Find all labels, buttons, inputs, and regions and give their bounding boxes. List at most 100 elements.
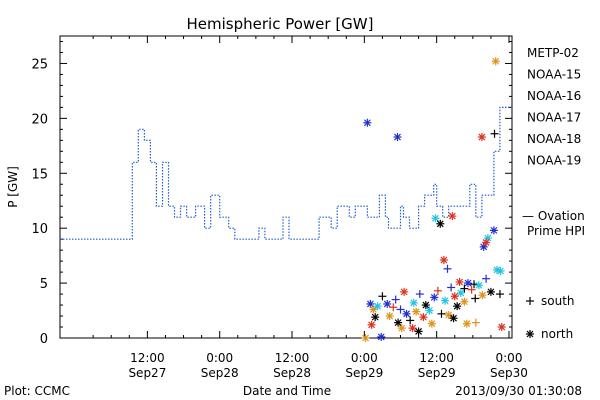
data-point-south	[396, 305, 405, 314]
data-point-north	[361, 334, 370, 342]
data-point-north	[455, 277, 464, 286]
marker-legend-symbol	[526, 297, 534, 305]
data-point-north	[477, 133, 486, 142]
x-tick-time: 12:00	[275, 351, 310, 365]
marker-legend-label: north	[541, 327, 573, 341]
y-axis-label: P [GW]	[6, 166, 20, 208]
data-point-north	[377, 332, 386, 341]
data-point-north	[393, 133, 402, 142]
x-tick-time: 12:00	[419, 351, 454, 365]
data-point-north	[497, 323, 506, 332]
x-tick-date: Sep29	[418, 366, 456, 380]
data-point-north	[496, 267, 505, 276]
data-point-south	[415, 290, 424, 299]
data-point-south	[490, 129, 499, 138]
data-point-south	[482, 274, 491, 283]
legend-entry: NOAA-19	[527, 154, 581, 168]
x-tick-time: 0:00	[351, 351, 378, 365]
plot-credit: Plot: CCMC	[4, 384, 70, 398]
y-tick-label: 15	[31, 167, 48, 182]
data-point-south	[471, 294, 480, 303]
data-point-north	[460, 297, 469, 306]
data-point-north	[449, 314, 458, 323]
data-point-north	[478, 291, 487, 300]
y-tick-label: 10	[31, 222, 48, 237]
data-point-south	[443, 264, 452, 273]
data-point-north	[371, 313, 380, 322]
data-point-north	[462, 319, 471, 328]
data-point-south	[433, 286, 442, 295]
plot-area	[59, 35, 513, 339]
ovation-legend-line2: Prime HPI	[527, 224, 585, 238]
data-point-north	[425, 306, 434, 315]
data-point-north	[383, 299, 392, 308]
data-point-north	[414, 327, 423, 336]
data-point-north	[427, 319, 436, 328]
data-point-south	[447, 283, 456, 292]
data-point-north	[412, 307, 421, 316]
data-point-north	[369, 305, 378, 314]
y-tick-label: 25	[31, 57, 48, 72]
x-axis: 12:00Sep270:00Sep2812:00Sep280:00Sep2912…	[92, 36, 528, 380]
data-point-north	[453, 302, 462, 311]
data-point-north	[385, 312, 394, 321]
data-point-south	[406, 316, 415, 325]
x-tick-date: Sep28	[201, 366, 239, 380]
y-tick-label: 5	[40, 277, 48, 292]
data-point-south	[470, 280, 479, 289]
legend-entry: METP-02	[527, 46, 579, 60]
data-point-north	[489, 226, 498, 235]
data-point-north	[419, 313, 428, 322]
data-point-north	[373, 302, 382, 311]
data-point-south	[391, 295, 400, 304]
data-point-north	[409, 298, 418, 307]
legend-entry: NOAA-17	[527, 111, 581, 125]
data-point-north	[421, 301, 430, 310]
data-point-north	[491, 57, 500, 66]
y-axis: 0 5 10 15 20 25	[31, 40, 512, 347]
data-point-north	[430, 293, 439, 302]
data-point-north	[474, 281, 483, 290]
marker-legend: south north	[526, 294, 575, 341]
data-point-north	[486, 287, 495, 296]
chart-title: Hemispheric Power [GW]	[187, 15, 374, 33]
plot-frame	[59, 35, 513, 339]
ovation-legend-line1: — Ovation	[522, 209, 585, 223]
data-point-north	[456, 288, 465, 297]
data-point-south	[471, 318, 480, 327]
data-point-north	[400, 287, 409, 296]
satellite-legend: METP-02 NOAA-15 NOAA-16 NOAA-17 NOAA-18 NOAA-…	[527, 46, 581, 168]
data-point-north	[464, 279, 473, 288]
y-tick-label: 0	[40, 332, 48, 347]
legend-entry: NOAA-18	[527, 132, 581, 146]
x-tick-date: Sep29	[345, 366, 383, 380]
x-tick-time: 12:00	[130, 351, 165, 365]
y-tick-label: 20	[31, 112, 48, 127]
data-point-south	[378, 292, 387, 301]
x-tick-date: Sep30	[490, 366, 528, 380]
data-point-north	[439, 256, 448, 265]
data-point-south	[495, 290, 504, 299]
data-point-north	[408, 324, 417, 333]
marker-legend-symbol	[526, 330, 534, 338]
data-point-south	[437, 309, 446, 318]
data-points	[361, 57, 506, 342]
data-point-north	[444, 310, 453, 319]
data-point-north	[450, 292, 459, 301]
x-tick-date: Sep27	[128, 366, 166, 380]
data-point-north	[397, 324, 406, 333]
data-point-north	[402, 309, 411, 318]
timestamp: 2013/09/30 01:30:08	[455, 384, 582, 398]
data-point-north	[363, 118, 372, 127]
marker-legend-label: south	[541, 294, 575, 308]
data-point-north	[431, 214, 440, 223]
data-point-south	[467, 285, 476, 294]
x-axis-label: Date and Time	[243, 384, 331, 398]
data-point-north	[482, 238, 491, 247]
legend-entry: NOAA-16	[527, 89, 581, 103]
data-point-south	[460, 284, 469, 293]
x-tick-time: 0:00	[206, 351, 233, 365]
data-point-north	[448, 212, 457, 221]
data-point-north	[367, 320, 376, 329]
